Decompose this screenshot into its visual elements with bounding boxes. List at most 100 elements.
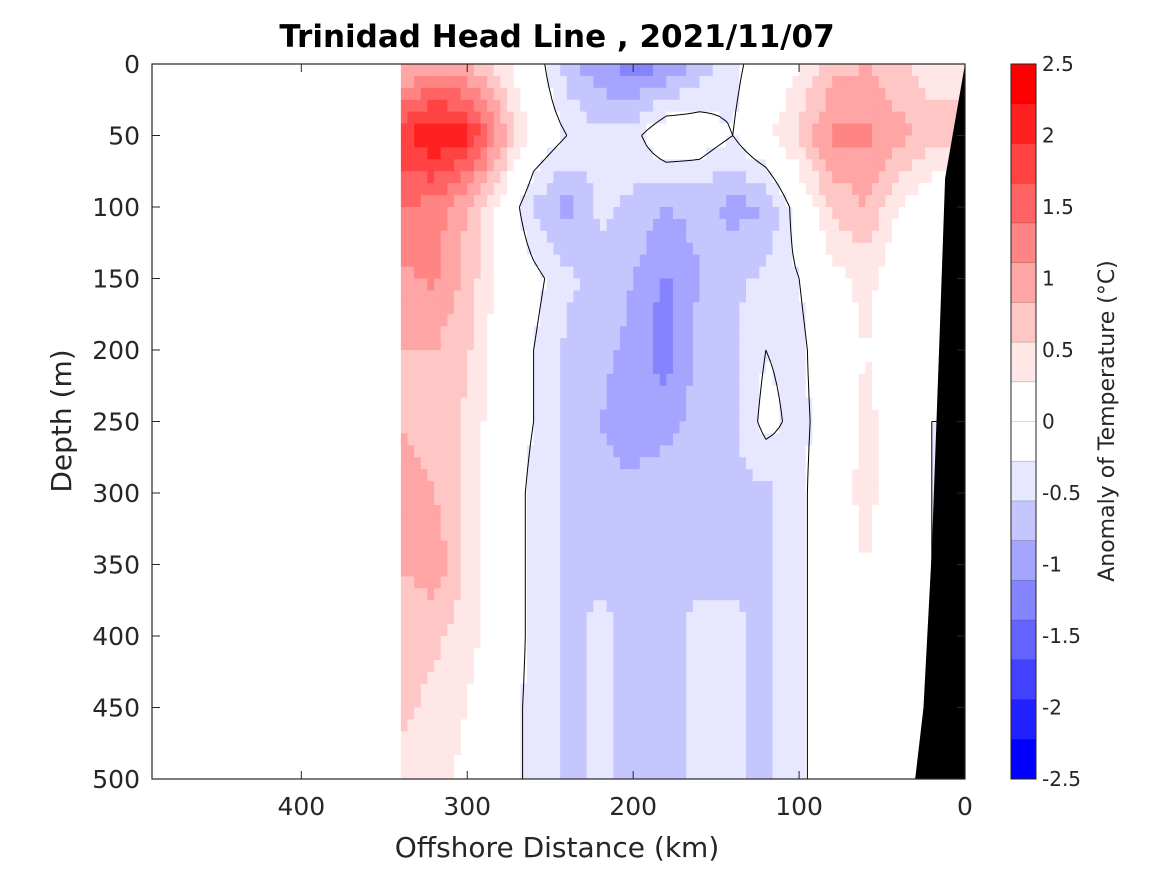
anomaly-cell [613, 350, 621, 363]
anomaly-cell [719, 254, 727, 268]
anomaly-cell [699, 230, 707, 244]
anomaly-cell [931, 218, 940, 232]
anomaly-cell [666, 326, 674, 339]
anomaly-cell [593, 504, 601, 518]
anomaly-cell [500, 600, 508, 613]
anomaly-cell [679, 695, 687, 709]
anomaly-cell [825, 302, 833, 315]
anomaly-cell [493, 266, 502, 280]
anomaly-cell [752, 588, 760, 601]
anomaly-cell [719, 409, 727, 423]
anomaly-cell [407, 707, 415, 721]
anomaly-cell [692, 99, 701, 113]
anomaly-cell [500, 493, 508, 506]
anomaly-cell [440, 87, 448, 101]
anomaly-cell [599, 624, 608, 637]
anomaly-cell [812, 290, 820, 303]
anomaly-cell [633, 242, 641, 256]
anomaly-cell [573, 528, 581, 542]
anomaly-cell [619, 338, 628, 351]
anomaly-cell [400, 671, 409, 685]
anomaly-cell [580, 64, 588, 77]
anomaly-cell [818, 314, 827, 327]
anomaly-cell [739, 755, 747, 768]
anomaly-cell [613, 218, 621, 232]
anomaly-cell [699, 588, 707, 601]
anomaly-cell [526, 731, 535, 744]
anomaly-cell [414, 302, 422, 315]
anomaly-cell [931, 302, 940, 315]
anomaly-cell [560, 64, 568, 77]
anomaly-cell [765, 266, 774, 280]
anomaly-cell [905, 350, 913, 363]
anomaly-cell [533, 683, 541, 697]
anomaly-cell [533, 421, 541, 435]
anomaly-cell [440, 147, 448, 160]
anomaly-cell [699, 695, 707, 709]
anomaly-cell [599, 266, 608, 280]
anomaly-cell [467, 135, 475, 149]
anomaly-cell [440, 540, 448, 554]
anomaly-cell [925, 242, 933, 256]
anomaly-cell [905, 719, 913, 732]
anomaly-cell [679, 707, 687, 721]
anomaly-cell [752, 671, 760, 685]
anomaly-cell [646, 361, 654, 375]
anomaly-cell [706, 147, 714, 160]
anomaly-cell [619, 493, 628, 506]
anomaly-cell [911, 504, 920, 518]
anomaly-cell [838, 171, 847, 184]
anomaly-cell [593, 576, 601, 589]
anomaly-cell [825, 743, 833, 756]
anomaly-cell [453, 397, 462, 411]
anomaly-cell [706, 445, 714, 458]
anomaly-cell [460, 731, 468, 744]
anomaly-cell [858, 433, 867, 446]
anomaly-cell [400, 350, 409, 363]
anomaly-cell [719, 552, 727, 566]
anomaly-cell [825, 493, 833, 506]
anomaly-cell [407, 254, 415, 268]
anomaly-cell [420, 469, 429, 482]
anomaly-cell [765, 159, 774, 172]
anomaly-cell [858, 624, 867, 637]
anomaly-cell [878, 123, 886, 137]
anomaly-cell [739, 195, 747, 208]
anomaly-cell [878, 433, 886, 446]
anomaly-cell [427, 147, 435, 160]
anomaly-cell [613, 576, 621, 589]
anomaly-cell [480, 147, 488, 160]
anomaly-cell [712, 481, 721, 494]
anomaly-cell [898, 159, 906, 172]
anomaly-cell [560, 159, 568, 172]
anomaly-cell [420, 254, 429, 268]
anomaly-cell [672, 516, 681, 530]
anomaly-cell [686, 659, 694, 673]
anomaly-cell [892, 218, 900, 232]
anomaly-cell [799, 647, 807, 661]
anomaly-cell [898, 636, 906, 649]
anomaly-cell [719, 624, 727, 637]
anomaly-cell [799, 600, 807, 613]
anomaly-cell [732, 576, 740, 589]
anomaly-cell [639, 87, 648, 101]
anomaly-cell [878, 397, 886, 411]
anomaly-cell [473, 409, 482, 423]
anomaly-cell [905, 195, 913, 208]
anomaly-cell [892, 207, 900, 220]
anomaly-cell [838, 481, 847, 494]
anomaly-cell [772, 326, 780, 339]
anomaly-cell [825, 195, 833, 208]
anomaly-cell [852, 695, 860, 709]
anomaly-cell [626, 361, 634, 375]
anomaly-cell [765, 457, 774, 470]
anomaly-cell [686, 171, 694, 184]
anomaly-cell [805, 183, 813, 196]
anomaly-cell [526, 207, 535, 220]
anomaly-cell [407, 314, 415, 327]
anomaly-cell [838, 373, 847, 387]
anomaly-cell [845, 481, 853, 494]
anomaly-cell [812, 409, 820, 423]
anomaly-cell [599, 75, 608, 89]
anomaly-cell [666, 636, 674, 649]
